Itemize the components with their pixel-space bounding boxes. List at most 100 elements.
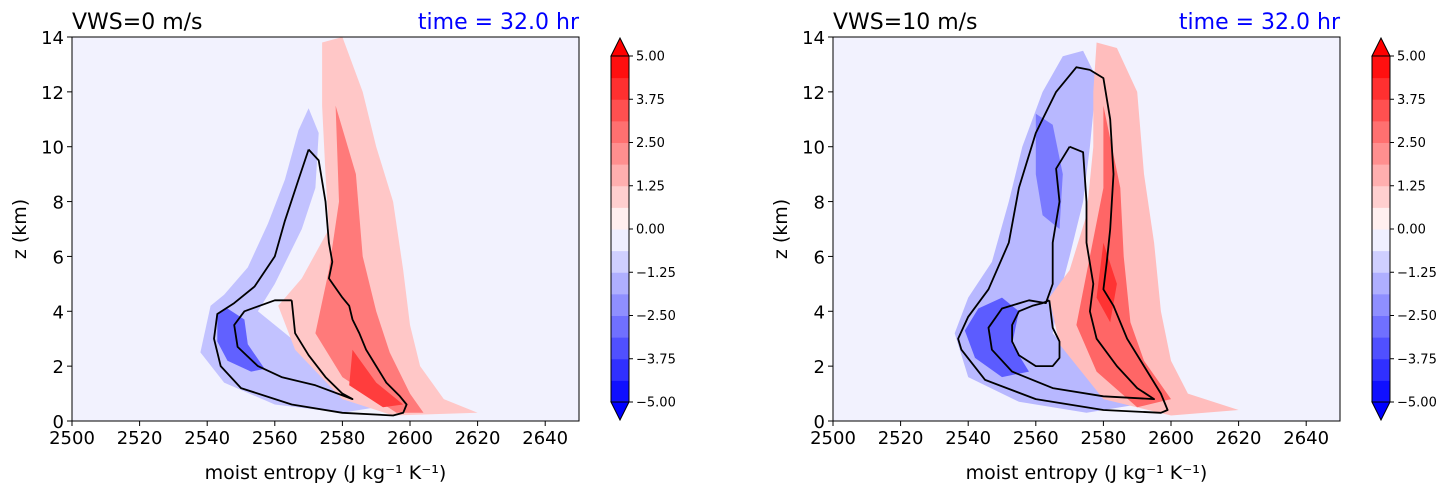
colorbar-band [611, 380, 629, 403]
colorbar-band [1372, 293, 1390, 316]
x-tick-label: 2640 [522, 428, 568, 449]
colorbar-band [1372, 229, 1390, 252]
x-tick-label: 2560 [252, 428, 298, 449]
colorbar-tick-label: 1.25 [1397, 179, 1426, 194]
colorbar-tick-label: −3.75 [636, 352, 676, 367]
colorbar-band [611, 99, 629, 122]
colorbar-band [611, 207, 629, 230]
colorbar-band [1372, 77, 1390, 100]
x-axis-label: moist entropy (J kg⁻¹ K⁻¹) [205, 462, 447, 484]
x-axis-ticks: 2500 2520 2540 2560 2580 2600 2620 2640 [810, 421, 1329, 449]
contour-line-outer [213, 148, 408, 417]
colorbar-band [611, 293, 629, 316]
y-tick-label: 14 [802, 28, 825, 49]
x-tick-label: 2560 [1013, 428, 1059, 449]
plot-frame [832, 36, 1341, 422]
colorbar-extend-min [1371, 401, 1391, 422]
x-tick-label: 2580 [1080, 428, 1126, 449]
y-tick-label: 4 [53, 302, 64, 323]
colorbar-band [611, 229, 629, 252]
y-axis-label: z (km) [9, 199, 31, 259]
filled-contours [200, 37, 478, 416]
colorbar-tick-label: −1.25 [636, 266, 676, 281]
filled-region-positive-max [349, 349, 404, 408]
colorbar-band [1372, 250, 1390, 273]
colorbar-band [611, 164, 629, 187]
colorbar-band [611, 315, 629, 338]
colorbar-band [1372, 380, 1390, 403]
filled-region-negative-upper [1035, 113, 1063, 229]
colorbar-band [1372, 164, 1390, 187]
contour-line-middle [987, 145, 1155, 400]
x-tick-label: 2600 [1148, 428, 1194, 449]
y-tick-label: 8 [53, 193, 64, 214]
colorbar-tick-label: 2.50 [1397, 136, 1426, 151]
plot-frame [71, 36, 580, 422]
colorbar-band [611, 142, 629, 165]
y-tick-label: 10 [41, 138, 64, 159]
y-tick-label: 2 [53, 357, 64, 378]
colorbar-band [611, 56, 629, 79]
colorbar-band [1372, 142, 1390, 165]
colorbar-band [611, 250, 629, 273]
filled-region-positive-core [315, 105, 424, 413]
colorbar-band [1372, 272, 1390, 295]
colorbar-band [1372, 120, 1390, 143]
colorbar-band [1372, 337, 1390, 360]
colorbar-tick-label: −5.00 [636, 396, 676, 411]
x-tick-label: 2540 [184, 428, 230, 449]
y-tick-label: 0 [53, 412, 64, 433]
y-tick-label: 14 [41, 28, 64, 49]
x-tick-label: 2500 [810, 428, 856, 449]
x-tick-label: 2520 [878, 428, 924, 449]
colorbar-tick-label: 5.00 [1397, 50, 1426, 65]
panel-title: VWS=0 m/s [72, 10, 203, 35]
y-tick-label: 12 [802, 83, 825, 104]
colorbar-tick-label: −1.25 [1397, 266, 1437, 281]
contour-line-inner [1011, 299, 1061, 367]
colorbar-tick-label: −5.00 [1397, 396, 1437, 411]
y-tick-label: 0 [814, 412, 825, 433]
x-tick-label: 2600 [387, 428, 433, 449]
colorbar-tick-label: 1.25 [636, 179, 665, 194]
colorbar-tick-label: 3.75 [636, 93, 665, 108]
colorbar-band [611, 337, 629, 360]
y-axis-label: z (km) [770, 199, 792, 259]
colorbar-tick-label: 3.75 [1397, 93, 1426, 108]
contour-lines [957, 66, 1169, 414]
panel-title-time: time = 32.0 hr [418, 10, 580, 35]
colorbar-extend-max [610, 36, 630, 57]
x-tick-label: 2520 [117, 428, 163, 449]
y-tick-label: 12 [41, 83, 64, 104]
x-tick-label: 2620 [455, 428, 501, 449]
y-tick-label: 2 [814, 357, 825, 378]
y-tick-label: 6 [814, 247, 825, 268]
contour-line-inner [233, 299, 354, 400]
colorbar-band [1372, 185, 1390, 208]
y-tick-label: 6 [53, 247, 64, 268]
x-tick-label: 2540 [945, 428, 991, 449]
x-tick-label: 2640 [1283, 428, 1329, 449]
filled-region-negative-core [964, 297, 1029, 378]
colorbar-band [611, 185, 629, 208]
colorbar-band [1372, 358, 1390, 381]
colorbar-tick-label: 0.00 [1397, 223, 1426, 238]
colorbar-tick-label: −3.75 [1397, 352, 1437, 367]
y-tick-label: 8 [814, 193, 825, 214]
colorbar-band [611, 358, 629, 381]
colorbar-right: 5.00 3.75 2.50 1.25 0.00 −1.25 −2.50 −3.75 −5.00 [1371, 36, 1437, 422]
colorbar-extend-max [1371, 36, 1391, 57]
colorbar-extend-min [610, 401, 630, 422]
colorbar-tick-label: 0.00 [636, 223, 665, 238]
colorbar-tick-label: 5.00 [636, 50, 665, 65]
colorbar-band [1372, 99, 1390, 122]
filled-region-positive-core [1076, 105, 1171, 408]
x-tick-label: 2620 [1216, 428, 1262, 449]
y-tick-label: 10 [802, 138, 825, 159]
y-axis-ticks: 0 2 4 6 8 10 12 14 [41, 28, 72, 433]
colorbar-tick-label: −2.50 [636, 309, 676, 324]
panel-vws-0: 2500 2520 2540 2560 2580 2600 2620 2640 0 2 4 6 8 10… [9, 10, 580, 484]
colorbar-tick-label: 2.50 [636, 136, 665, 151]
colorbar-band [611, 77, 629, 100]
